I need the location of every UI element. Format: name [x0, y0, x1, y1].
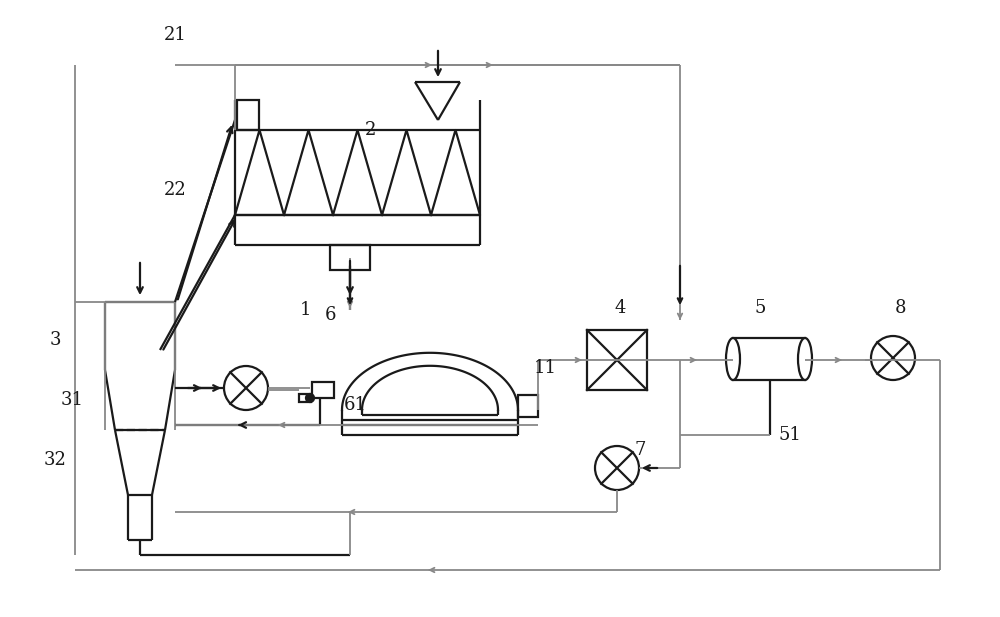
Bar [299, 394, 311, 402]
Text: 4: 4 [614, 299, 626, 317]
Ellipse shape [726, 338, 740, 380]
Text: 5: 5 [754, 299, 766, 317]
Text: 11: 11 [534, 359, 556, 377]
Circle shape [306, 394, 314, 402]
Circle shape [595, 446, 639, 490]
Bar [587, 330, 647, 390]
Text: 1: 1 [299, 301, 311, 319]
Bar [330, 245, 370, 270]
Text: 22: 22 [164, 181, 186, 199]
Text: 31: 31 [60, 391, 84, 409]
Text: 32: 32 [44, 451, 66, 469]
Text: 2: 2 [364, 121, 376, 139]
Circle shape [871, 336, 915, 380]
Bar [312, 382, 334, 398]
Text: 8: 8 [894, 299, 906, 317]
Text: 21: 21 [164, 26, 186, 44]
Text: 51: 51 [779, 426, 801, 444]
Ellipse shape [798, 338, 812, 380]
Bar [237, 100, 259, 130]
Text: 61: 61 [344, 396, 366, 414]
Text: 7: 7 [634, 441, 646, 459]
Text: 3: 3 [49, 331, 61, 349]
Bar [518, 395, 538, 417]
Circle shape [224, 366, 268, 410]
Text: 6: 6 [324, 306, 336, 324]
Bar [733, 338, 805, 380]
